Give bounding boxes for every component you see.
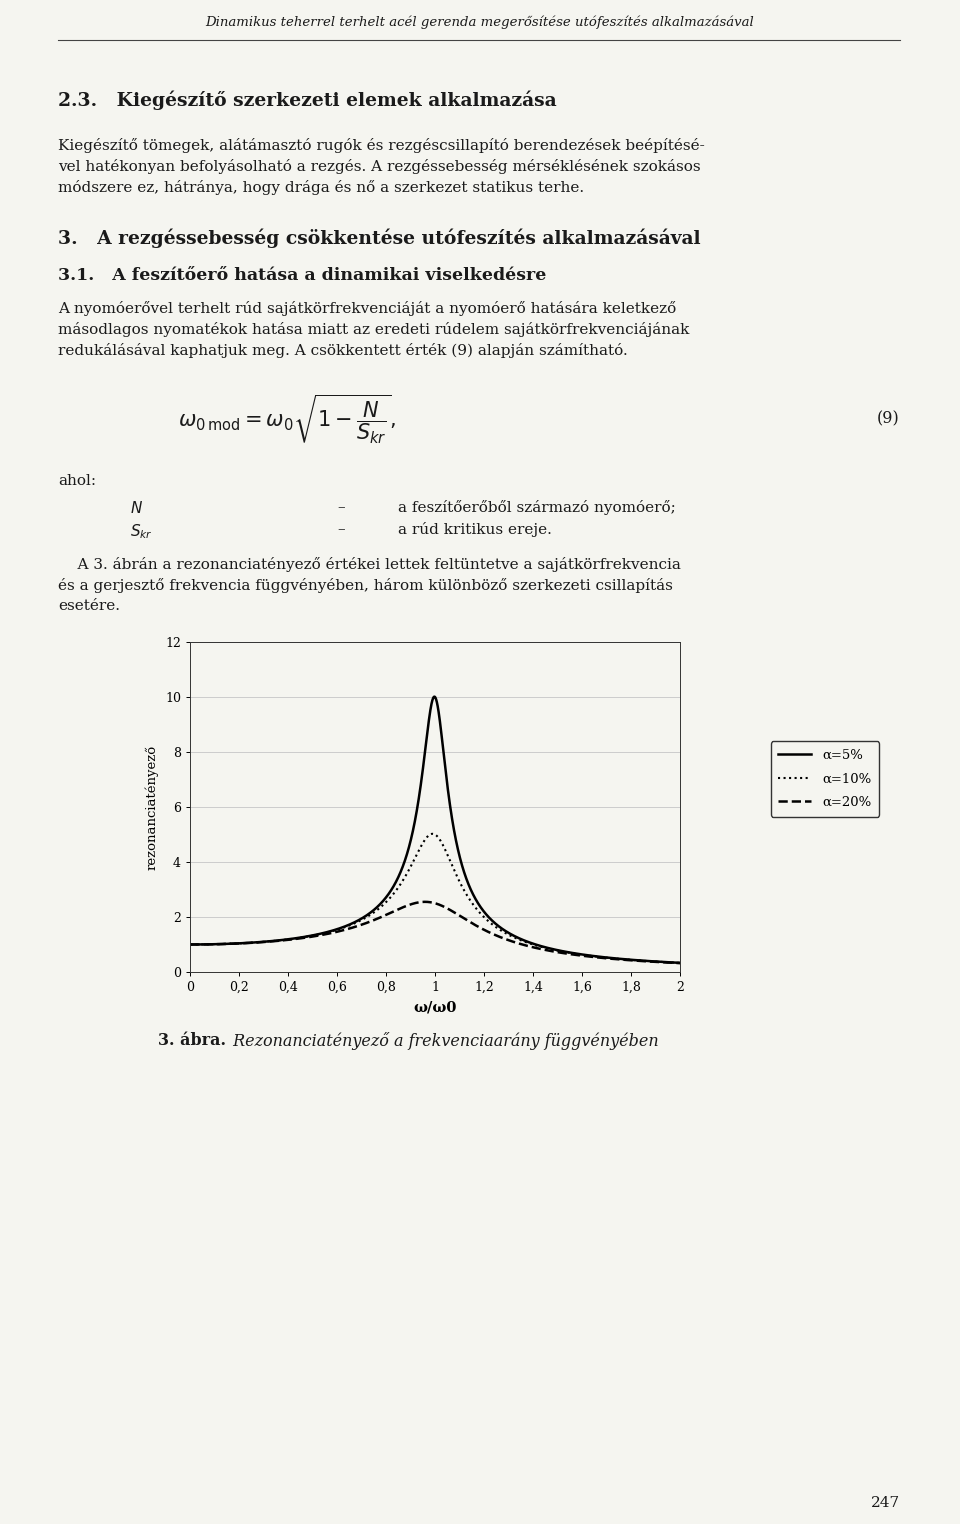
X-axis label: ω/ω0: ω/ω0	[414, 1001, 457, 1015]
α=10%	[474, 904, 486, 922]
α=10%	[495, 922, 507, 940]
Text: és a gerjesztő frekvencia függvényében, három különböző szerkezeti csillapítás: és a gerjesztő frekvencia függvényében, …	[58, 578, 673, 593]
Text: a feszítőerőből származó nyomóerő;: a feszítőerőből származó nyomóerő;	[398, 500, 676, 515]
Text: 3.   A rezgéssebesség csökkentése utófeszítés alkalmazásával: 3. A rezgéssebesség csökkentése utófeszí…	[58, 229, 701, 248]
Text: esetére.: esetére.	[58, 599, 120, 613]
Text: –: –	[337, 500, 345, 514]
α=20%	[574, 946, 586, 965]
α=10%	[674, 954, 685, 972]
Text: ahol:: ahol:	[58, 474, 96, 488]
Text: redukálásával kaphatjuk meg. A csökkentett érték (9) alapján számítható.: redukálásával kaphatjuk meg. A csökkente…	[58, 343, 628, 358]
Text: 3. ábra.: 3. ábra.	[158, 1032, 227, 1049]
α=20%	[362, 913, 373, 931]
α=10%	[362, 907, 373, 925]
α=10%	[184, 936, 196, 954]
Text: Dinamikus teherrel terhelt acél gerenda megerősítése utófeszítés alkalmazásával: Dinamikus teherrel terhelt acél gerenda …	[205, 15, 755, 29]
α=10%	[209, 936, 221, 954]
Line: α=10%: α=10%	[190, 834, 680, 963]
Text: A 3. ábrán a rezonanciatényező értékei lettek feltüntetve a sajátkörfrekvencia: A 3. ábrán a rezonanciatényező értékei l…	[58, 556, 681, 572]
Text: $N$: $N$	[130, 500, 143, 517]
α=20%	[474, 919, 486, 937]
Text: módszere ez, hátránya, hogy drága és nő a szerkezet statikus terhe.: módszere ez, hátránya, hogy drága és nő …	[58, 180, 584, 195]
Text: $\omega_{0\,\mathrm{mod}} = \omega_0\sqrt{1-\dfrac{N}{S_{kr}}},$: $\omega_{0\,\mathrm{mod}} = \omega_0\sqr…	[178, 392, 396, 447]
Text: vel hatékonyan befolyásolható a rezgés. A rezgéssebesség mérséklésének szokásos: vel hatékonyan befolyásolható a rezgés. …	[58, 158, 701, 174]
Text: –: –	[337, 523, 345, 536]
α=10%	[574, 945, 586, 963]
Y-axis label: rezonanciatényező: rezonanciatényező	[145, 744, 158, 870]
α=20%	[420, 893, 431, 911]
α=5%	[474, 898, 486, 916]
α=5%	[428, 687, 440, 706]
Text: 2.3.   Kiegészítő szerkezeti elemek alkalmazása: 2.3. Kiegészítő szerkezeti elemek alkalm…	[58, 90, 557, 110]
Text: $S_{kr}$: $S_{kr}$	[130, 523, 153, 541]
α=5%	[209, 936, 221, 954]
Text: Kiegészítő tömegek, alátámasztó rugók és rezgéscsillapító berendezések beépítésé: Kiegészítő tömegek, alátámasztó rugók és…	[58, 139, 705, 152]
Text: 247: 247	[871, 1497, 900, 1510]
α=20%	[184, 936, 196, 954]
Line: α=5%: α=5%	[190, 696, 680, 963]
α=5%	[674, 954, 685, 972]
α=20%	[674, 954, 685, 972]
Text: 3.1.   A feszítőerő hatása a dinamikai viselkedésre: 3.1. A feszítőerő hatása a dinamikai vis…	[58, 267, 546, 283]
Legend: α=5%, α=10%, α=20%: α=5%, α=10%, α=20%	[771, 741, 879, 817]
α=10%	[427, 824, 439, 843]
α=20%	[495, 928, 507, 946]
α=20%	[209, 936, 221, 954]
Text: Rezonanciatényező a frekvenciaarány függvényében: Rezonanciatényező a frekvenciaarány függ…	[228, 1032, 659, 1050]
Line: α=20%: α=20%	[190, 902, 680, 963]
α=5%	[362, 905, 373, 924]
α=10%	[547, 940, 559, 959]
α=20%	[547, 942, 559, 960]
α=5%	[495, 919, 507, 937]
Text: A nyomóerővel terhelt rúd sajátkörfrekvenciáját a nyomóerő hatására keletkező: A nyomóerővel terhelt rúd sajátkörfrekve…	[58, 302, 676, 315]
α=5%	[184, 936, 196, 954]
α=5%	[547, 940, 559, 959]
α=5%	[574, 945, 586, 963]
Text: a rúd kritikus ereje.: a rúd kritikus ereje.	[398, 523, 552, 536]
Text: másodlagos nyomatékok hatása miatt az eredeti rúdelem sajátkörfrekvenciájának: másodlagos nyomatékok hatása miatt az er…	[58, 322, 689, 337]
Text: (9): (9)	[877, 410, 900, 428]
